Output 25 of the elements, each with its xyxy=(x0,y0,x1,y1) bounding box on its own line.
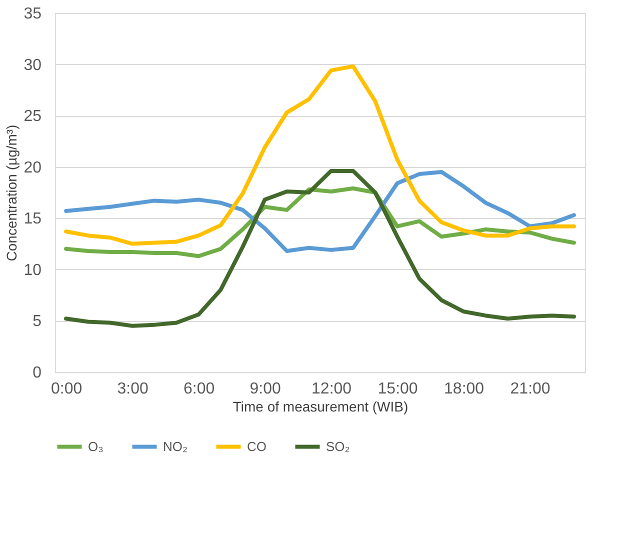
x-tick-label: 21:00 xyxy=(510,380,550,398)
y-tick-label: 25 xyxy=(24,108,42,126)
y-tick-label: 10 xyxy=(24,262,42,279)
legend-label: CO xyxy=(247,438,266,454)
x-tick-label: 12:00 xyxy=(312,380,352,398)
line-series xyxy=(64,64,576,246)
legend-label: NO₂ xyxy=(163,438,188,454)
legend-label: SO₂ xyxy=(326,438,350,454)
line-series xyxy=(64,170,576,253)
y-tick-label: 5 xyxy=(32,313,42,330)
y-axis-title: Concentration (µg/m³) xyxy=(4,124,20,262)
x-tick-label: 6:00 xyxy=(183,380,215,398)
x-tick-label: 0:00 xyxy=(50,380,82,398)
x-tick-label: 9:00 xyxy=(250,380,281,398)
line-series xyxy=(64,168,576,328)
y-tick-label: 30 xyxy=(24,56,42,74)
y-tick-label: 20 xyxy=(24,159,42,176)
legend-label: O₃ xyxy=(88,438,104,454)
x-tick-label: 15:00 xyxy=(378,380,418,398)
y-tick-label: 0 xyxy=(32,364,42,382)
x-tick-label: 18:00 xyxy=(444,380,484,398)
y-tick-label: 15 xyxy=(24,210,42,228)
x-tick-label: 3:00 xyxy=(117,380,148,398)
x-axis-title: Time of measurement (WIB) xyxy=(232,398,408,414)
y-tick-label: 35 xyxy=(24,6,42,22)
